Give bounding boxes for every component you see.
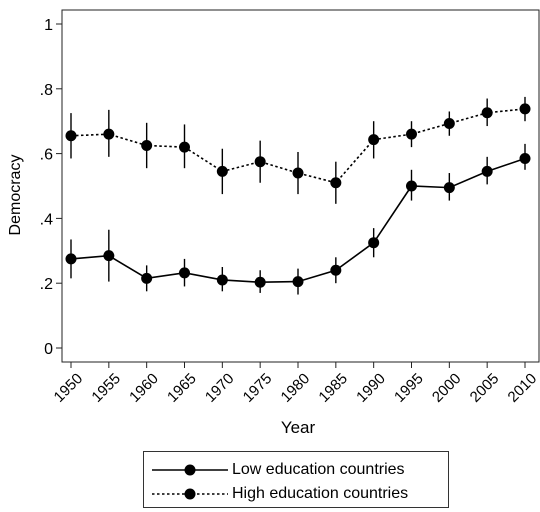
data-point bbox=[481, 165, 493, 177]
x-axis-label: Year bbox=[281, 418, 316, 437]
data-point bbox=[179, 141, 190, 153]
data-point bbox=[65, 253, 77, 265]
y-tick-label: 1 bbox=[44, 17, 53, 34]
data-point bbox=[406, 180, 417, 192]
data-point bbox=[481, 107, 493, 119]
legend-marker-solid-line-icon bbox=[152, 464, 228, 476]
data-point bbox=[443, 182, 455, 194]
data-point bbox=[65, 130, 77, 142]
series-low-education bbox=[65, 143, 531, 295]
y-tick-label: .2 bbox=[40, 276, 53, 293]
series-high-education bbox=[65, 96, 531, 204]
data-point bbox=[254, 276, 266, 288]
y-tick-label: .4 bbox=[40, 211, 53, 228]
data-point bbox=[103, 128, 115, 140]
data-point bbox=[254, 156, 266, 168]
y-axis-label: Democracy bbox=[7, 155, 24, 236]
x-tick-label: 2010 bbox=[505, 370, 540, 406]
data-point bbox=[292, 167, 304, 179]
data-point bbox=[443, 117, 455, 129]
data-point bbox=[216, 165, 228, 177]
data-point bbox=[368, 134, 380, 146]
data-point bbox=[330, 264, 342, 276]
y-tick-label: 0 bbox=[44, 341, 53, 358]
data-point bbox=[141, 272, 153, 284]
data-point bbox=[368, 237, 380, 249]
x-tick-label: 1960 bbox=[126, 370, 162, 406]
data-point bbox=[216, 274, 228, 286]
data-point bbox=[519, 103, 531, 115]
legend-label-low-education: Low education countries bbox=[232, 461, 405, 478]
data-point bbox=[292, 276, 304, 288]
x-tick-label: 1955 bbox=[88, 370, 124, 406]
x-tick-label: 1970 bbox=[202, 370, 238, 406]
legend-item-low-education: Low education countries bbox=[144, 458, 448, 482]
data-point bbox=[406, 128, 417, 140]
legend: Low education countries High education c… bbox=[143, 451, 449, 508]
data-point bbox=[179, 267, 190, 279]
x-tick-label: 1950 bbox=[51, 370, 87, 406]
x-tick-label: 1985 bbox=[315, 370, 351, 406]
data-point bbox=[330, 177, 342, 189]
x-tick-label: 1980 bbox=[278, 370, 314, 406]
x-tick-label: 2005 bbox=[467, 370, 503, 406]
x-tick-label: 1990 bbox=[353, 370, 389, 406]
y-tick-label: .8 bbox=[40, 82, 53, 99]
x-tick-label: 2000 bbox=[429, 370, 465, 406]
x-tick-label: 1975 bbox=[240, 370, 276, 406]
legend-label-high-education: High education countries bbox=[232, 485, 409, 502]
data-point bbox=[141, 140, 153, 151]
plot-area-frame bbox=[61, 9, 540, 363]
legend-item-high-education: High education countries bbox=[144, 482, 448, 506]
y-tick-label: .6 bbox=[40, 147, 53, 164]
line-chart: 0.2.4.6.81 1950 1955 1960 1965 1970 1975 1980 1… bbox=[7, 9, 540, 437]
data-point bbox=[103, 250, 115, 262]
data-point bbox=[519, 152, 531, 164]
legend-marker-dotted-line-icon bbox=[152, 488, 228, 500]
x-tick-label: 1995 bbox=[391, 370, 427, 406]
x-tick-label: 1965 bbox=[164, 370, 200, 406]
